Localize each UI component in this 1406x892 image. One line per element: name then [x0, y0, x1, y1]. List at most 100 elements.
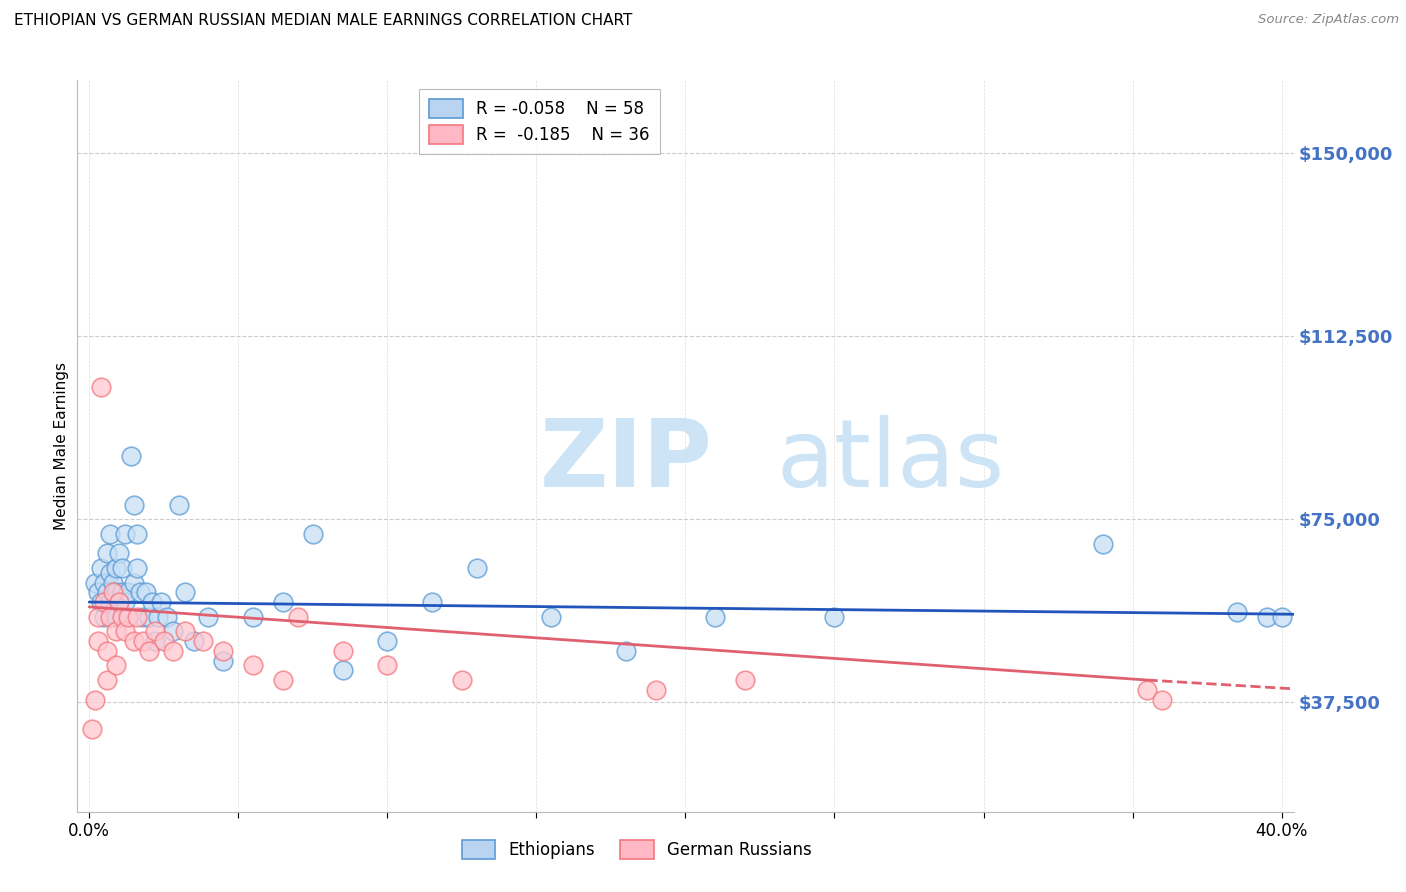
Point: [87, 634, 110, 648]
Point: [197, 609, 219, 624]
Point: [242, 658, 264, 673]
Point: [122, 575, 145, 590]
Point: [82, 722, 104, 736]
Point: [96, 673, 118, 687]
Point: [117, 585, 139, 599]
Point: [183, 634, 205, 648]
Point: [162, 624, 184, 639]
Point: [644, 682, 666, 697]
Text: ETHIOPIAN VS GERMAN RUSSIAN MEDIAN MALE EARNINGS CORRELATION CHART: ETHIOPIAN VS GERMAN RUSSIAN MEDIAN MALE …: [14, 13, 633, 29]
Point: [138, 644, 160, 658]
Point: [1152, 692, 1174, 706]
Legend: Ethiopians, German Russians: Ethiopians, German Russians: [456, 833, 818, 865]
Point: [125, 609, 148, 624]
Point: [143, 634, 166, 648]
Point: [105, 624, 128, 639]
Text: atlas: atlas: [776, 415, 1005, 507]
Point: [105, 658, 128, 673]
Point: [149, 595, 172, 609]
Point: [152, 634, 174, 648]
Point: [90, 380, 112, 394]
Point: [101, 605, 124, 619]
Point: [1091, 536, 1114, 550]
Point: [191, 634, 214, 648]
Point: [132, 609, 155, 624]
Point: [704, 609, 727, 624]
Point: [146, 609, 169, 624]
Point: [96, 644, 118, 658]
Point: [93, 609, 115, 624]
Point: [141, 595, 163, 609]
Point: [105, 585, 128, 599]
Point: [450, 673, 472, 687]
Point: [108, 595, 131, 609]
Point: [122, 634, 145, 648]
Point: [135, 585, 157, 599]
Point: [162, 644, 184, 658]
Point: [90, 595, 112, 609]
Point: [242, 609, 264, 624]
Point: [143, 624, 166, 639]
Point: [84, 692, 107, 706]
Point: [301, 526, 323, 541]
Point: [1271, 609, 1294, 624]
Point: [1256, 609, 1278, 624]
Point: [271, 673, 294, 687]
Point: [105, 561, 128, 575]
Text: Source: ZipAtlas.com: Source: ZipAtlas.com: [1258, 13, 1399, 27]
Point: [156, 609, 179, 624]
Point: [332, 663, 354, 677]
Point: [114, 526, 136, 541]
Point: [98, 526, 121, 541]
Point: [125, 526, 148, 541]
Point: [167, 498, 190, 512]
Point: [824, 609, 846, 624]
Point: [114, 624, 136, 639]
Point: [101, 575, 124, 590]
Point: [93, 575, 115, 590]
Point: [465, 561, 488, 575]
Point: [375, 658, 398, 673]
Point: [173, 585, 195, 599]
Point: [114, 595, 136, 609]
Point: [138, 609, 160, 624]
Point: [1136, 682, 1159, 697]
Point: [375, 634, 398, 648]
Point: [540, 609, 562, 624]
Point: [120, 449, 142, 463]
Y-axis label: Median Male Earnings: Median Male Earnings: [53, 362, 69, 530]
Point: [132, 634, 155, 648]
Point: [614, 644, 637, 658]
Point: [212, 644, 235, 658]
Point: [90, 561, 112, 575]
Point: [122, 498, 145, 512]
Point: [98, 609, 121, 624]
Point: [93, 595, 115, 609]
Text: ZIP: ZIP: [540, 415, 713, 507]
Point: [1226, 605, 1249, 619]
Point: [287, 609, 309, 624]
Point: [332, 644, 354, 658]
Point: [84, 575, 107, 590]
Point: [96, 546, 118, 560]
Point: [105, 609, 128, 624]
Point: [101, 585, 124, 599]
Point: [125, 561, 148, 575]
Point: [108, 546, 131, 560]
Point: [96, 585, 118, 599]
Point: [420, 595, 443, 609]
Point: [734, 673, 756, 687]
Point: [87, 585, 110, 599]
Point: [111, 561, 134, 575]
Point: [117, 609, 139, 624]
Point: [129, 585, 152, 599]
Point: [98, 566, 121, 580]
Point: [111, 585, 134, 599]
Point: [108, 595, 131, 609]
Point: [87, 609, 110, 624]
Point: [111, 609, 134, 624]
Point: [173, 624, 195, 639]
Point: [212, 654, 235, 668]
Point: [98, 595, 121, 609]
Point: [271, 595, 294, 609]
